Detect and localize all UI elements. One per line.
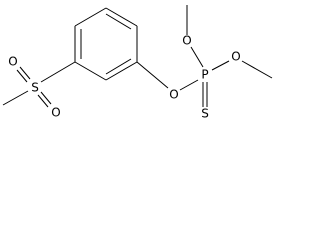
bond: [37, 94, 49, 108]
bond: [74, 61, 107, 81]
bond: [136, 61, 169, 89]
atom-label: S: [201, 107, 209, 121]
bond: [19, 66, 31, 80]
atom-label: O: [182, 34, 191, 48]
bond: [211, 60, 230, 71]
atom-label: S: [31, 81, 39, 95]
atom-label: P: [201, 68, 208, 82]
bond: [40, 91, 52, 105]
bonds: [2, 5, 273, 108]
bond: [2, 90, 29, 106]
bond: [179, 79, 199, 91]
atom-label: O: [231, 50, 240, 64]
bond: [74, 7, 107, 27]
bond: [16, 69, 28, 83]
structure-diagram: S O O O P O O S: [2, 5, 273, 121]
atom-label: O: [8, 55, 17, 69]
bond-inner: [105, 58, 132, 75]
atom-label: O: [169, 88, 178, 102]
bond: [190, 46, 204, 68]
bond: [105, 61, 138, 81]
atom-label: O: [51, 106, 60, 120]
bond: [241, 60, 273, 79]
bond-inner: [105, 13, 132, 30]
atom-labels: S O O O P O O S: [8, 34, 240, 121]
bond: [105, 7, 138, 27]
bond: [40, 61, 76, 83]
